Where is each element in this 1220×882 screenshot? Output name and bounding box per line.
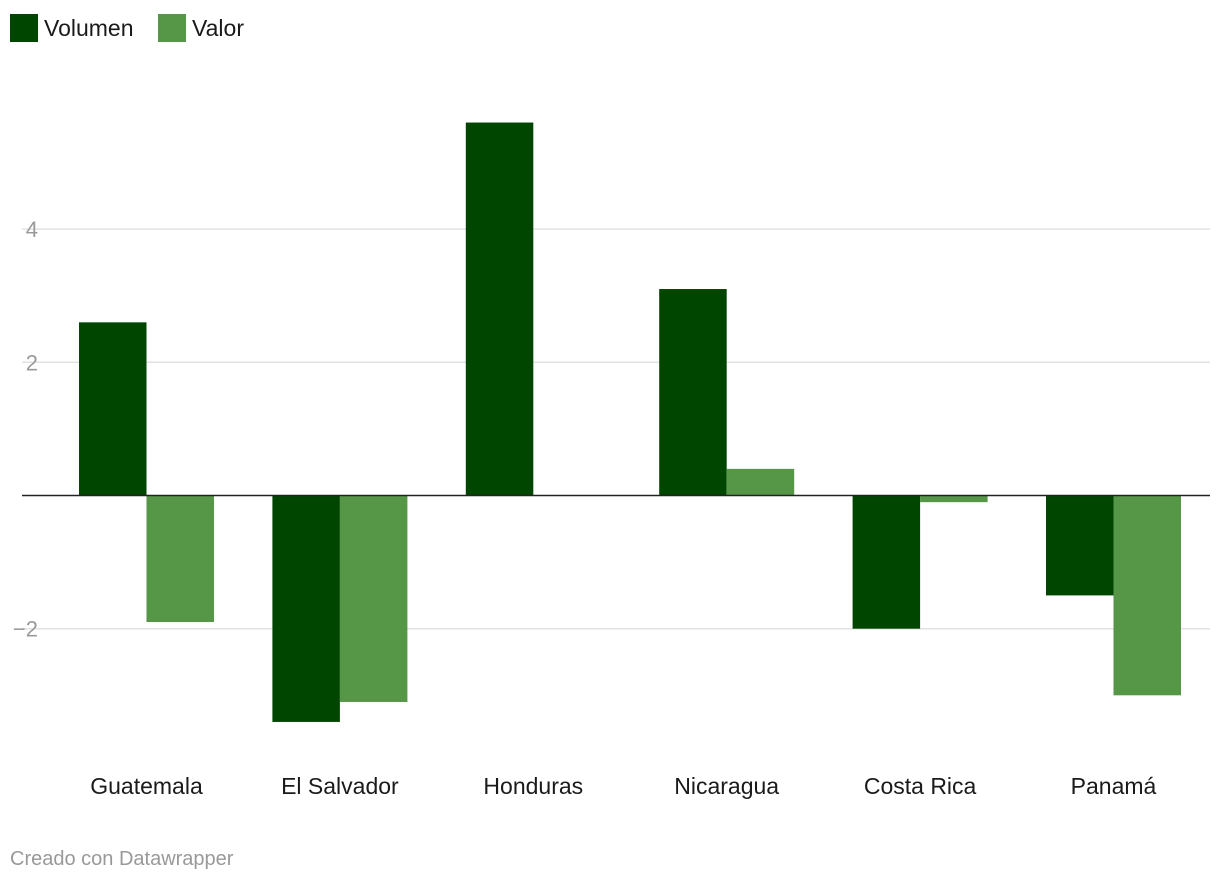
x-category-label: Nicaragua <box>674 773 779 799</box>
y-tick-label: 4 <box>26 217 38 242</box>
bar-valor-4[interactable] <box>920 495 988 503</box>
legend-swatch-volumen <box>10 14 38 42</box>
x-category-label: Costa Rica <box>864 773 977 799</box>
bar-valor-0[interactable] <box>146 495 215 623</box>
bars <box>79 122 1182 722</box>
x-axis-labels: Guatemala El Salvador Honduras Nicaragua Cos… <box>90 773 1156 799</box>
bar-volumen-5[interactable] <box>1046 495 1114 596</box>
bar-volumen-3[interactable] <box>659 289 727 496</box>
legend-swatch-valor <box>158 14 186 42</box>
bar-volumen-1[interactable] <box>272 495 340 722</box>
bar-valor-5[interactable] <box>1113 495 1182 696</box>
x-category-label: Panamá <box>1071 773 1157 799</box>
x-category-label: Guatemala <box>90 773 203 799</box>
gridlines <box>22 228 1210 630</box>
y-tick-label: 2 <box>26 350 38 375</box>
bar-valor-1[interactable] <box>339 495 408 702</box>
x-category-label: Honduras <box>483 773 583 799</box>
bar-valor-3[interactable] <box>726 468 795 496</box>
bar-volumen-2[interactable] <box>465 122 534 496</box>
legend-label-valor: Valor <box>192 15 244 41</box>
x-category-label: El Salvador <box>281 773 399 799</box>
bar-volumen-0[interactable] <box>79 322 147 496</box>
y-tick-label: −2 <box>13 617 38 642</box>
legend: Volumen Valor <box>10 14 244 42</box>
y-axis-ticks: −2 2 4 <box>13 217 38 642</box>
bar-volumen-4[interactable] <box>852 495 921 629</box>
credit-text[interactable]: Creado con Datawrapper <box>10 848 234 870</box>
legend-label-volumen: Volumen <box>44 15 134 41</box>
